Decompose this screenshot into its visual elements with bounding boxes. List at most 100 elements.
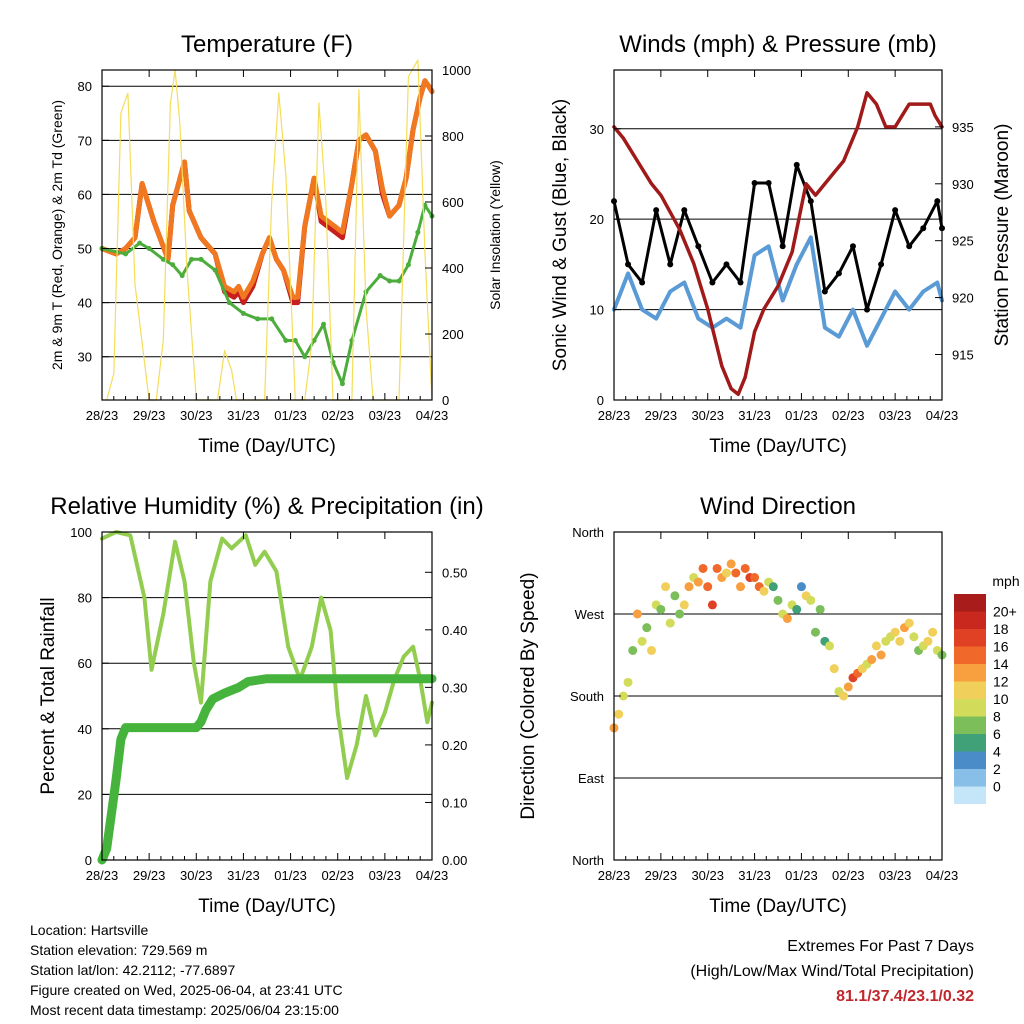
direction-point: [867, 655, 877, 665]
x-tick-label: 28/23: [86, 408, 119, 423]
direction-point: [750, 573, 760, 583]
gust-point: [906, 243, 913, 250]
dewpoint-point: [160, 256, 166, 262]
x-tick-label: 04/23: [926, 408, 959, 423]
gust-point: [765, 180, 772, 187]
direction-point: [890, 627, 900, 637]
gust-point: [849, 243, 856, 250]
direction-panel: Wind Direction 28/23 29/23 30/23 31/23 01/23 0…: [518, 493, 1020, 917]
x-tick-label: 04/23: [416, 408, 449, 423]
direction-point: [876, 650, 886, 660]
y-right-tick-label: 800: [442, 129, 464, 144]
colorbar-label: 12: [993, 674, 1009, 690]
latest-timestamp: Most recent data timestamp: 2025/06/04 2…: [30, 1002, 339, 1018]
x-tick-label: 03/23: [879, 868, 912, 883]
direction-point: [829, 664, 839, 674]
x-tick-label: 29/23: [133, 868, 166, 883]
dewpoint-point: [198, 256, 204, 262]
x-tick-label: 29/23: [645, 868, 678, 883]
x-tick-label: 04/23: [416, 868, 449, 883]
gust-point: [667, 261, 674, 268]
colorbar-swatch: [954, 786, 986, 804]
x-tick-label: 01/23: [274, 408, 307, 423]
gust-point: [793, 161, 800, 168]
dewpoint-point: [302, 354, 308, 360]
colorbar-title: mph: [992, 573, 1019, 589]
colorbar-label: 8: [993, 709, 1001, 725]
dewpoint-point: [292, 337, 298, 343]
dewpoint-point: [396, 278, 402, 284]
9m-t-line: [99, 78, 435, 300]
colorbar-swatch: [954, 751, 986, 769]
colorbar-label: 0: [993, 779, 1001, 795]
direction-point: [731, 568, 741, 578]
y-right-tick-label: 400: [442, 261, 464, 276]
direction-point: [815, 604, 825, 614]
y-tick-label: 50: [78, 242, 92, 257]
direction-xlabel: Time (Day/UTC): [709, 896, 847, 917]
direction-point: [656, 604, 666, 614]
gust-point: [821, 288, 828, 295]
direction-point: [759, 586, 769, 596]
y-tick-label: 0: [597, 393, 604, 408]
direction-point: [646, 645, 656, 655]
direction-point: [928, 627, 938, 637]
extremes-block: Extremes For Past 7 Days (High/Low/Max W…: [690, 934, 974, 1009]
dewpoint-point: [269, 316, 275, 322]
colorbar-swatch: [954, 629, 986, 647]
x-tick-label: 03/23: [369, 868, 402, 883]
x-tick-label: 31/23: [227, 868, 260, 883]
y-tick-label: East: [578, 771, 604, 786]
direction-ylabel: Direction (Colored By Speed): [518, 572, 539, 819]
x-tick-label: 31/23: [738, 408, 771, 423]
direction-point: [726, 559, 736, 569]
y-right-tick-label: 0.50: [442, 565, 467, 580]
humidity-xlabel: Time (Day/UTC): [198, 896, 336, 917]
direction-point: [792, 604, 802, 614]
direction-point: [670, 591, 680, 601]
direction-point: [618, 691, 628, 701]
sonic-wind-line: [612, 235, 944, 348]
y-right-tick-label: 1000: [442, 63, 471, 78]
y-tick-label: North: [572, 853, 604, 868]
colorbar-swatch: [954, 594, 986, 612]
y-tick-label: 20: [78, 787, 92, 802]
y-right-tick-label: 0.30: [442, 680, 467, 695]
direction-point: [675, 609, 685, 619]
direction-point: [679, 600, 689, 610]
colorbar-label: 20+: [993, 604, 1017, 620]
direction-point: [614, 709, 624, 719]
y-tick-label: 70: [78, 133, 92, 148]
humidity-title: Relative Humidity (%) & Precipitation (i…: [50, 493, 483, 520]
temperature-title: Temperature (F): [181, 31, 353, 58]
colorbar-swatch: [954, 716, 986, 734]
gust-point: [709, 279, 716, 286]
colorbar-swatch: [954, 681, 986, 699]
direction-point: [895, 636, 905, 646]
y-right-tick-label: 200: [442, 327, 464, 342]
station-elevation: Station elevation: 729.569 m: [30, 942, 208, 958]
winds-ylabel-right: Station Pressure (Maroon): [992, 124, 1013, 347]
y-tick-label: 40: [78, 722, 92, 737]
colorbar-swatch: [954, 769, 986, 787]
x-tick-label: 01/23: [785, 868, 818, 883]
gust-point: [864, 306, 871, 313]
direction-point: [796, 582, 806, 592]
dewpoint-point: [415, 229, 421, 235]
gust-point: [807, 198, 814, 205]
x-tick-label: 01/23: [785, 408, 818, 423]
direction-point: [736, 582, 746, 592]
extremes-values: 81.1/37.4/23.1/0.32: [836, 988, 974, 1005]
y-tick-label: South: [570, 689, 604, 704]
dewpoint-point: [377, 273, 383, 279]
y-tick-label: 80: [78, 79, 92, 94]
direction-point: [740, 563, 750, 573]
x-tick-label: 02/23: [321, 868, 354, 883]
winds-ylabel: Sonic Wind & Gust (Blue, Black): [550, 99, 571, 371]
dewpoint-point: [339, 381, 345, 387]
gust-point: [625, 261, 632, 268]
winds-xlabel: Time (Day/UTC): [709, 436, 847, 457]
direction-point: [768, 582, 778, 592]
direction-point: [707, 600, 717, 610]
y-tick-label: 0: [85, 853, 92, 868]
